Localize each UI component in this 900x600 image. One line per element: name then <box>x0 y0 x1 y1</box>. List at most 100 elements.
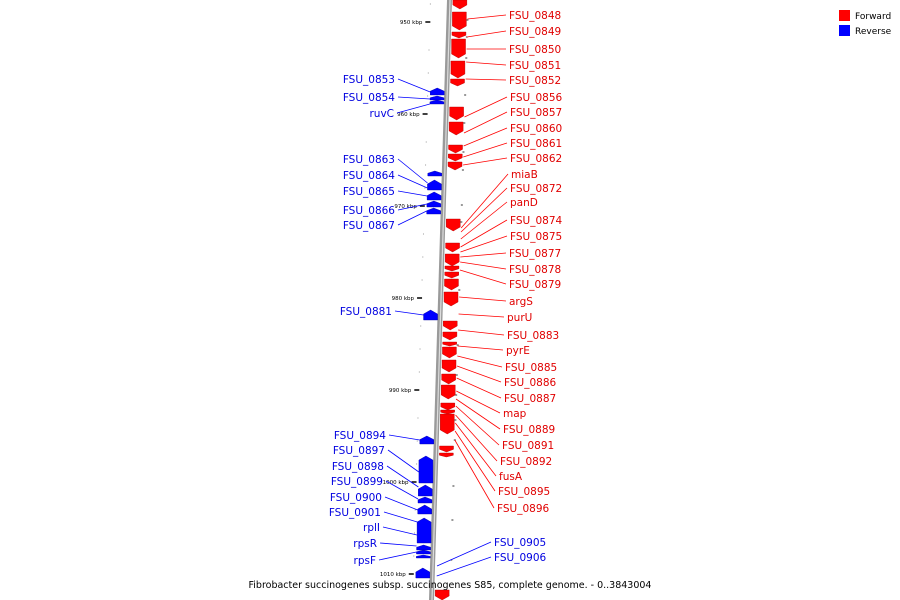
forward-gene <box>444 265 460 272</box>
scale-ticks: 950 kbp 960 kbp 970 kbp 980 kbp 990 kbp 1000 … <box>380 3 469 578</box>
forward-gene-label: FSU_0862 <box>510 153 562 165</box>
reverse-leader-line <box>379 542 417 547</box>
forward-leader-line <box>457 355 503 368</box>
forward-gene <box>450 78 465 87</box>
reverse-gene-label: FSU_0881 <box>340 306 392 318</box>
reverse-leader-line <box>397 210 427 226</box>
forward-leader-line <box>460 235 508 253</box>
tick-label: 1000 kbp <box>383 480 409 486</box>
forward-leader-line <box>463 111 508 134</box>
reverse-gene-label: ruvC <box>369 108 394 120</box>
reverse-leader-line <box>378 551 417 561</box>
forward-gene-label: FSU_0892 <box>500 456 552 468</box>
forward-leader-line <box>460 219 508 248</box>
reverse-leader-line <box>436 541 492 567</box>
reverse-gene-label: rpsF <box>354 555 377 567</box>
reverse-leader-line <box>386 465 419 488</box>
forward-gene <box>443 291 459 307</box>
forward-leader-line <box>466 30 507 38</box>
tick-label: 990 kbp <box>389 388 412 394</box>
forward-gene-label: FSU_0895 <box>498 486 550 498</box>
forward-gene-label: pyrE <box>506 345 530 357</box>
reverse-gene <box>426 191 442 201</box>
forward-gene-label: FSU_0849 <box>509 26 561 38</box>
reverse-leader-line <box>397 190 428 197</box>
reverse-gene <box>418 455 434 484</box>
reverse-leader-line <box>384 496 418 511</box>
forward-gene <box>434 589 450 600</box>
reverse-leader-line <box>397 203 427 211</box>
forward-gene <box>442 346 457 359</box>
forward-gene-label: FSU_0886 <box>504 377 556 389</box>
forward-gene-label: panD <box>510 197 538 209</box>
forward-leader-line <box>456 365 502 383</box>
forward-leader-line <box>455 405 500 446</box>
forward-gene <box>446 218 461 232</box>
reverse-leader-line <box>396 103 430 114</box>
reverse-gene-label: FSU_0900 <box>330 492 382 504</box>
forward-gene <box>441 373 456 385</box>
forward-leader-line <box>454 439 495 509</box>
reverse-gene <box>418 484 433 497</box>
reverse-leader-line <box>394 310 424 316</box>
reverse-gene <box>416 544 431 551</box>
forward-leader-line <box>454 430 496 492</box>
tick-label: 970 kbp <box>394 204 417 210</box>
reverse-gene <box>426 207 441 215</box>
reverse-gene-label: FSU_0853 <box>343 74 395 86</box>
forward-gene-label: map <box>503 408 527 420</box>
forward-gene <box>445 242 460 253</box>
reverse-leader-line <box>397 78 431 93</box>
forward-leader-line <box>464 96 508 118</box>
forward-gene-label: miaB <box>511 169 538 181</box>
reverse-gene-label: FSU_0854 <box>343 92 395 104</box>
forward-gene <box>451 31 467 39</box>
legend-forward-swatch <box>839 10 850 21</box>
forward-gene-label: FSU_0848 <box>509 10 561 22</box>
forward-leader-line <box>457 345 504 351</box>
forward-gene <box>448 121 464 136</box>
forward-leader-line <box>463 142 508 158</box>
forward-gene-label: FSU_0891 <box>502 440 554 452</box>
forward-gene-label: FSU_0857 <box>510 107 562 119</box>
reverse-gene-label: FSU_0866 <box>343 205 395 217</box>
forward-gene <box>452 0 468 10</box>
forward-leader-line <box>458 313 505 318</box>
forward-leader-line <box>455 398 501 430</box>
reverse-leader-line <box>397 174 428 189</box>
forward-gene-label: FSU_0889 <box>503 424 555 436</box>
reverse-gene-label: rpsR <box>353 538 377 550</box>
reverse-gene-label: FSU_0864 <box>343 170 395 182</box>
forward-gene-label: FSU_0879 <box>509 279 561 291</box>
reverse-gene <box>429 99 445 105</box>
forward-gene <box>440 402 456 411</box>
tick-label: 980 kbp <box>392 296 415 302</box>
reverse-gene <box>430 87 445 96</box>
forward-gene-labels: FSU_0848 FSU_0849 FSU_0850 FSU_0851 FSU_0852… <box>454 10 562 515</box>
forward-gene <box>448 153 463 162</box>
reverse-gene-label: FSU_0905 <box>494 537 546 549</box>
forward-gene <box>450 60 466 79</box>
forward-leader-line <box>463 127 508 147</box>
forward-gene-label: FSU_0861 <box>510 138 562 150</box>
reverse-gene <box>416 549 431 555</box>
forward-gene <box>447 161 463 171</box>
reverse-gene <box>427 170 442 177</box>
forward-gene-label: FSU_0856 <box>510 92 562 104</box>
reverse-gene-label: FSU_0906 <box>494 552 546 564</box>
genome-caption: Fibrobacter succinogenes subsp. succinog… <box>249 580 652 591</box>
tick-label: 950 kbp <box>400 20 423 26</box>
forward-leader-line <box>460 201 508 240</box>
reverse-gene <box>419 435 434 445</box>
forward-leader-line <box>460 252 507 258</box>
reverse-leader-line <box>383 511 418 523</box>
reverse-gene <box>417 496 433 504</box>
forward-leader-line <box>459 269 507 285</box>
forward-gene-label: FSU_0872 <box>510 183 562 195</box>
reverse-gene-label: FSU_0867 <box>343 220 395 232</box>
backbone-highlight <box>431 0 451 600</box>
forward-gene <box>444 271 459 279</box>
reverse-leader-line <box>388 434 420 441</box>
reverse-gene-label: FSU_0899 <box>331 476 383 488</box>
